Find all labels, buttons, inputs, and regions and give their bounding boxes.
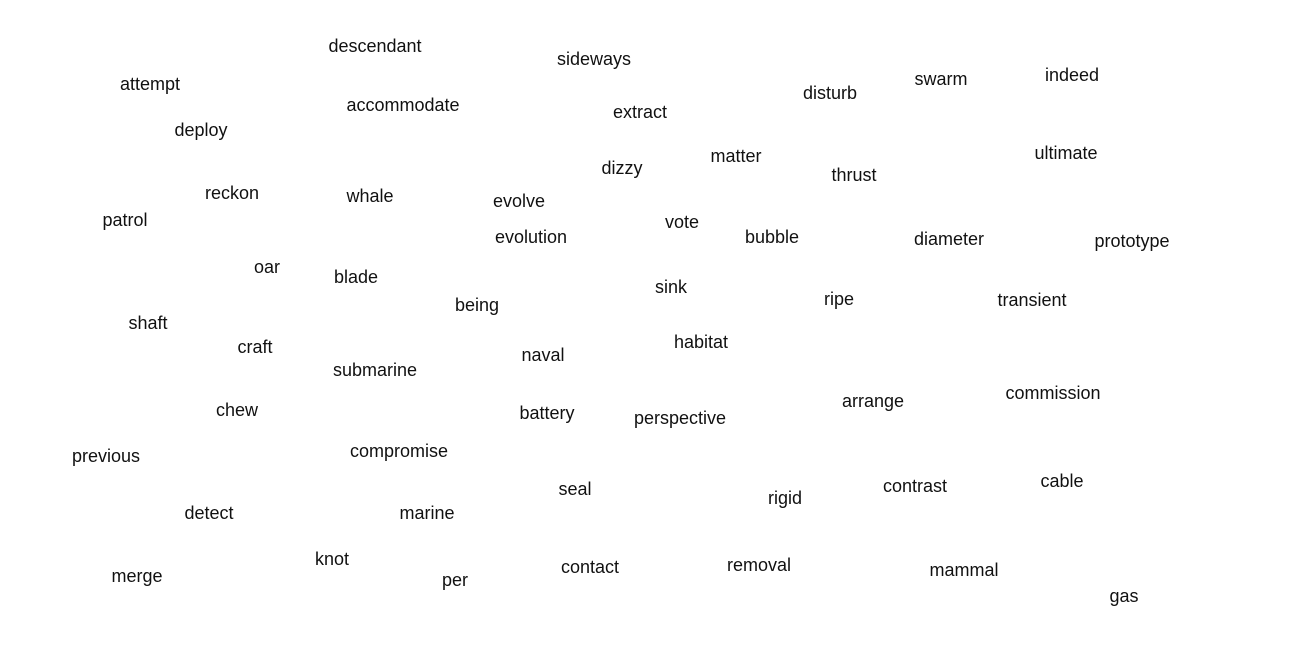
word-label: naval xyxy=(521,345,565,365)
word-label: reckon xyxy=(204,183,260,203)
word-label: descendant xyxy=(328,36,422,56)
word-label: commission xyxy=(1005,383,1101,403)
word-label: habitat xyxy=(673,332,729,352)
word-label: dizzy xyxy=(601,158,643,178)
word-label: battery xyxy=(519,403,575,423)
word-label: transient xyxy=(997,290,1067,310)
word-label: removal xyxy=(726,555,792,575)
word-label: swarm xyxy=(914,69,968,89)
word-label: bubble xyxy=(744,227,800,247)
word-label: ripe xyxy=(823,289,855,309)
word-label: thrust xyxy=(831,165,877,185)
word-label: mammal xyxy=(929,560,999,580)
word-label: contrast xyxy=(882,476,948,496)
word-label: per xyxy=(441,570,469,590)
word-label: evolution xyxy=(494,227,568,247)
word-label: knot xyxy=(314,549,350,569)
word-label: deploy xyxy=(174,120,228,140)
word-label: seal xyxy=(558,479,592,499)
word-label: prototype xyxy=(1094,231,1170,251)
word-label: compromise xyxy=(349,441,449,461)
word-label: ultimate xyxy=(1034,143,1098,163)
word-label: patrol xyxy=(102,210,148,230)
word-label: disturb xyxy=(802,83,858,103)
word-label: sideways xyxy=(556,49,632,69)
word-label: whale xyxy=(346,186,394,206)
word-label: oar xyxy=(253,257,281,277)
word-label: evolve xyxy=(492,191,546,211)
word-label: diameter xyxy=(913,229,985,249)
word-label: contact xyxy=(560,557,620,577)
word-label: previous xyxy=(71,446,141,466)
word-label: extract xyxy=(612,102,668,122)
word-label: arrange xyxy=(841,391,905,411)
word-label: chew xyxy=(215,400,259,420)
word-label: submarine xyxy=(332,360,418,380)
word-label: detect xyxy=(184,503,234,523)
word-label: attempt xyxy=(119,74,181,94)
word-label: marine xyxy=(399,503,455,523)
word-label: blade xyxy=(333,267,379,287)
word-label: vote xyxy=(664,212,700,232)
word-label: craft xyxy=(237,337,273,357)
word-label: shaft xyxy=(128,313,168,333)
word-label: merge xyxy=(111,566,163,586)
word-label: sink xyxy=(654,277,688,297)
word-label: perspective xyxy=(633,408,727,428)
word-label: gas xyxy=(1109,586,1139,606)
word-label: being xyxy=(454,295,500,315)
word-label: matter xyxy=(710,146,762,166)
word-label: rigid xyxy=(767,488,803,508)
word-label: indeed xyxy=(1044,65,1100,85)
word-label: accommodate xyxy=(346,95,460,115)
word-label: cable xyxy=(1040,471,1084,491)
